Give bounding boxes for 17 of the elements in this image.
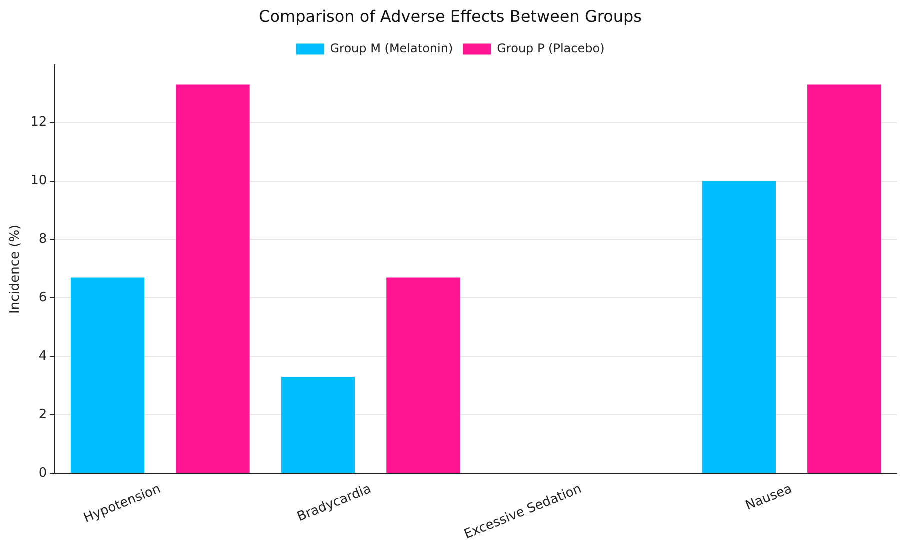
y-tick-label: 10 — [30, 174, 48, 189]
chart-title: Comparison of Adverse Effects Between Groups — [259, 6, 642, 26]
legend-label: Group M (Melatonin) — [330, 41, 454, 56]
y-tick-label: 0 — [38, 466, 48, 482]
bar — [176, 84, 250, 474]
legend-label: Group P (Placebo) — [497, 41, 605, 56]
bar — [808, 84, 882, 474]
y-tick-label: 2 — [38, 408, 48, 423]
bar — [702, 181, 776, 474]
bar — [70, 278, 145, 474]
y-tick-label: 6 — [38, 290, 48, 306]
y-tick-label: 12 — [30, 115, 48, 130]
bar — [281, 377, 356, 474]
y-axis-title: Incidence (%) — [8, 224, 24, 314]
bar — [386, 278, 460, 474]
y-tick-label: 8 — [38, 232, 48, 248]
y-tick-label: 4 — [38, 349, 48, 364]
